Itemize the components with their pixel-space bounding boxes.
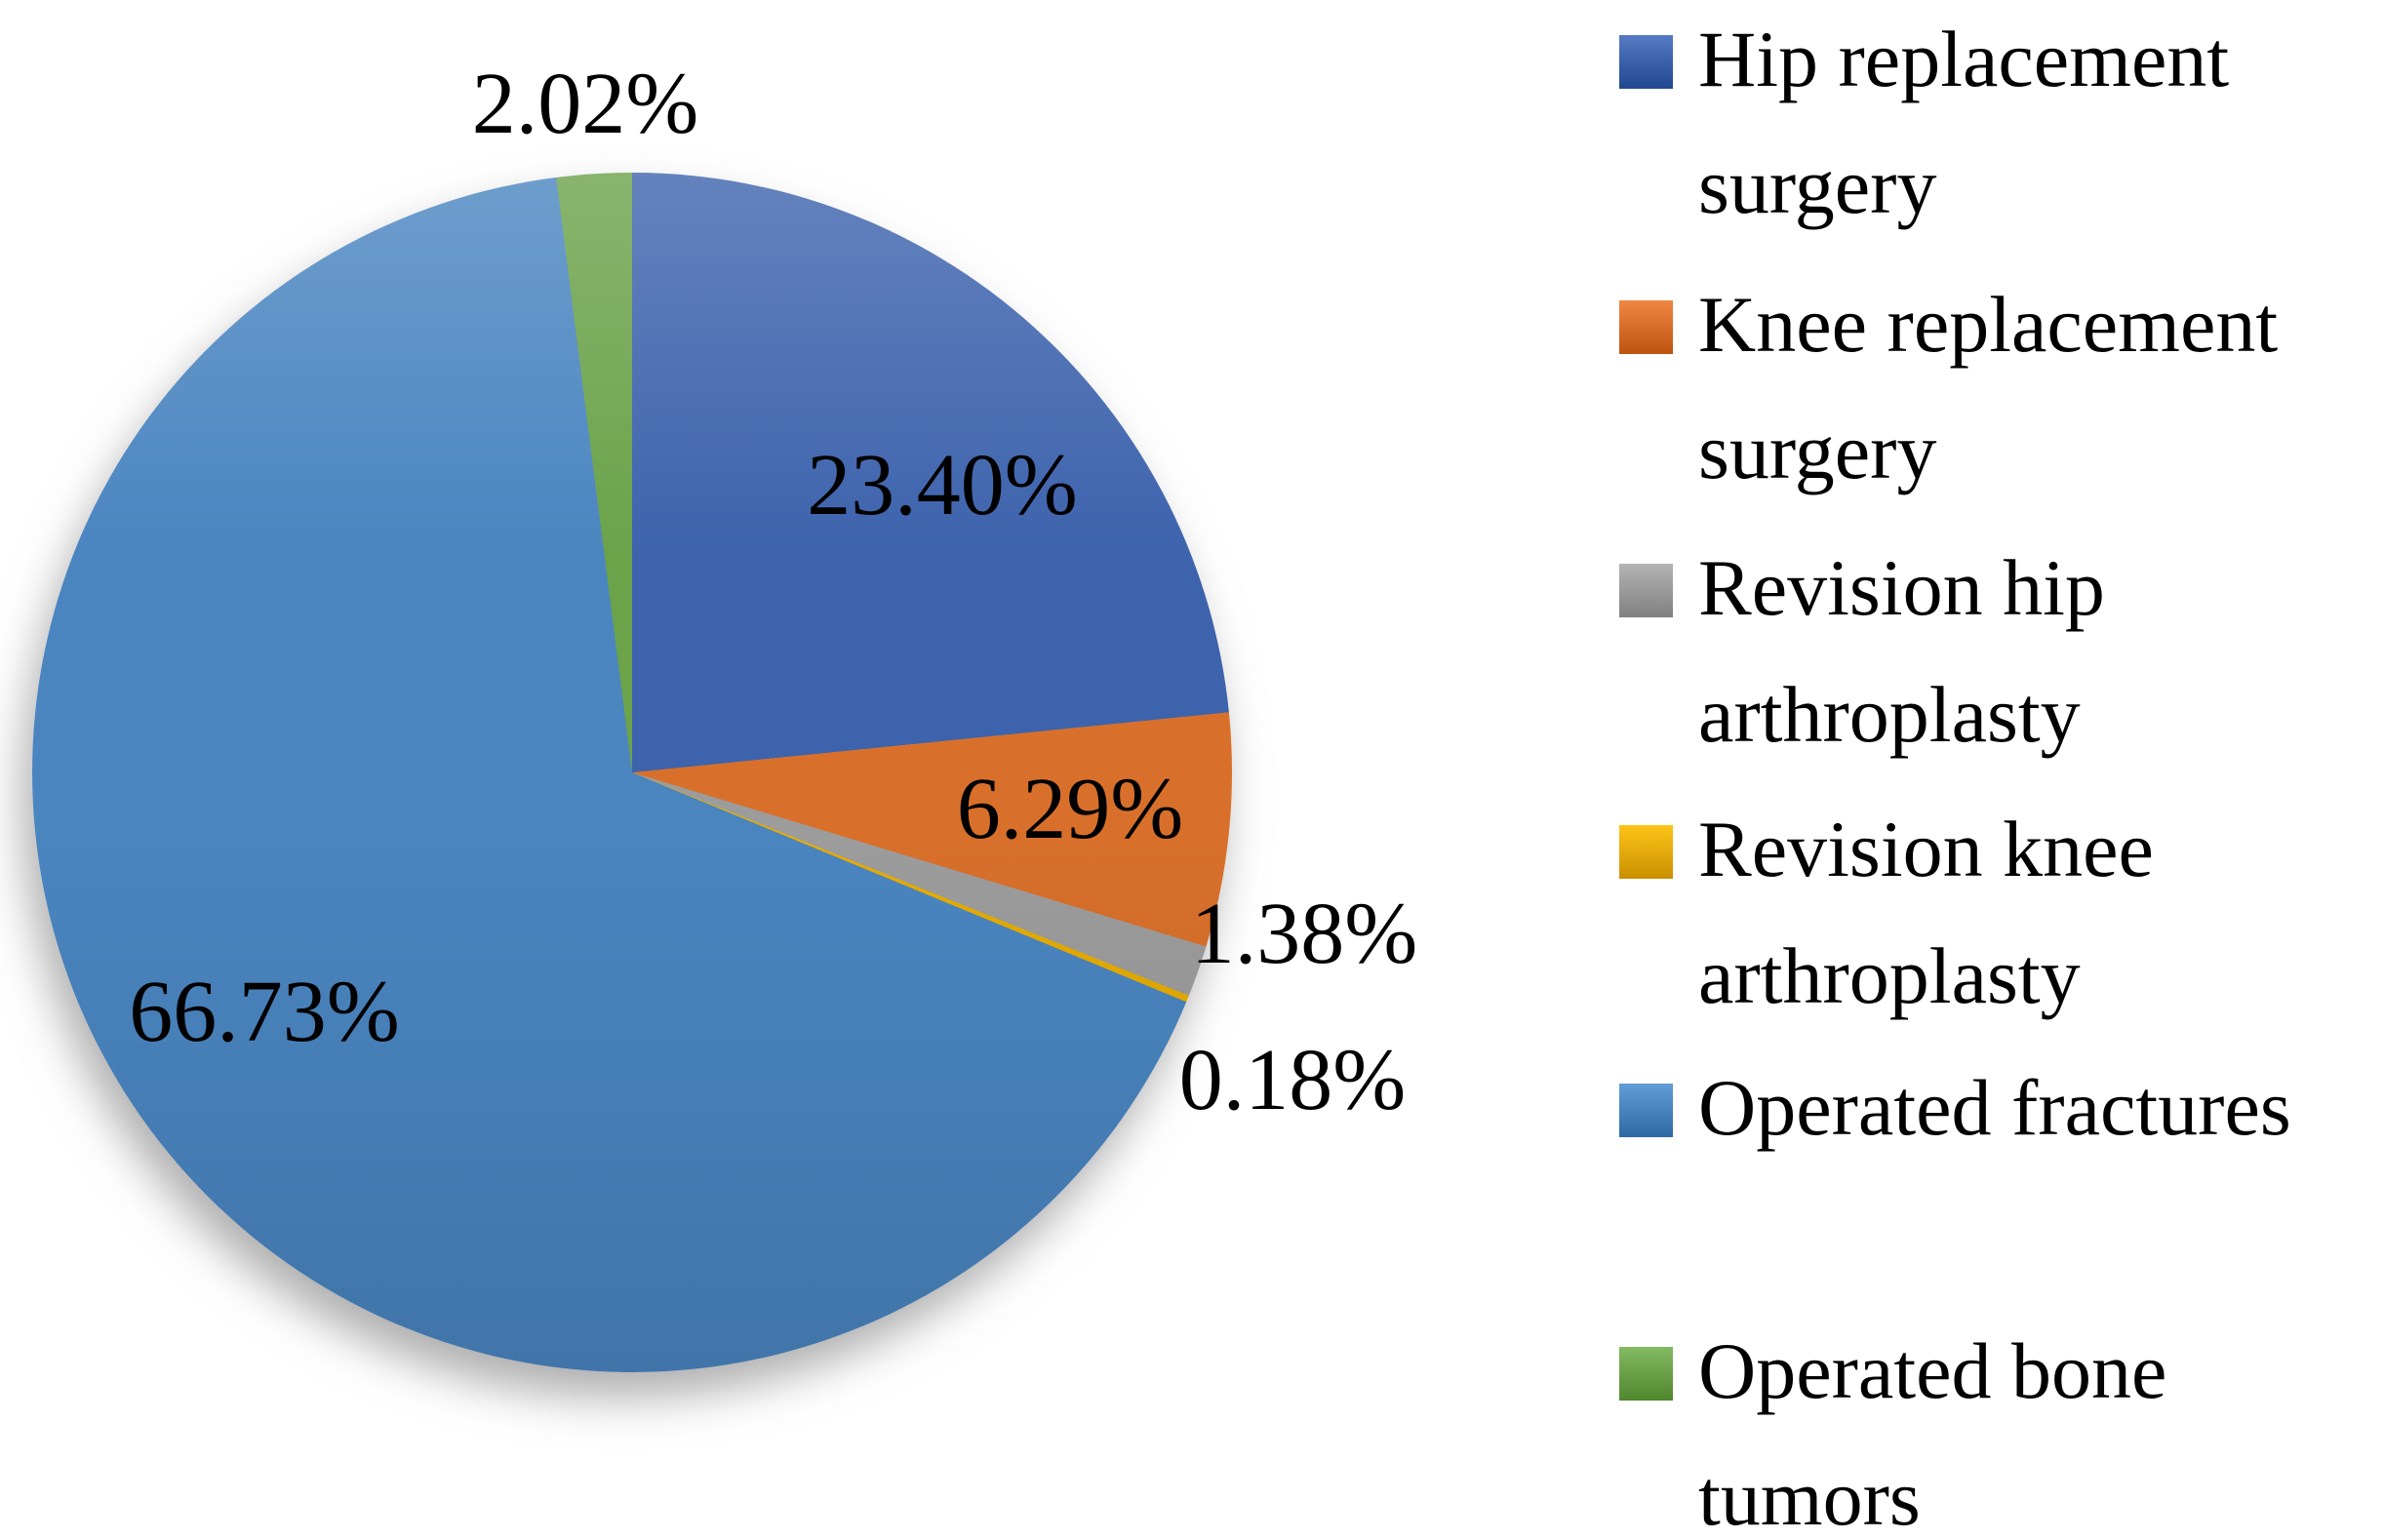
legend-label: Revision hip arthroplasty: [1698, 543, 2105, 759]
slice-label-revision-knee-arthroplasty: 0.18%: [1178, 1032, 1407, 1128]
legend-label: Operated fractures: [1698, 1063, 2291, 1152]
pie-chart: [32, 173, 1232, 1372]
legend-swatch-operated-fractures: [1619, 1084, 1673, 1137]
legend-item-operated-fractures: Operated fractures: [1619, 1045, 2362, 1171]
slice-label-revision-hip-arthroplasty: 1.38%: [1190, 886, 1418, 982]
legend-swatch-operated-bone-tumors: [1619, 1347, 1673, 1401]
legend-item-hip-replacement-surgery: Hip replacement surgery: [1619, 0, 2362, 250]
legend-swatch-revision-knee-arthroplasty: [1619, 825, 1673, 879]
legend-swatch-hip-replacement-surgery: [1619, 35, 1673, 89]
legend-swatch-revision-hip-arthroplasty: [1619, 564, 1673, 617]
legend-item-revision-knee-arthroplasty: Revision knee arthroplasty: [1619, 786, 2362, 1040]
legend-label: Hip replacement surgery: [1698, 15, 2230, 230]
legend-item-revision-hip-arthroplasty: Revision hip arthroplasty: [1619, 525, 2362, 778]
legend-label: Operated bone tumors: [1698, 1326, 2167, 1540]
legend-label: Knee replacement surgery: [1698, 280, 2279, 495]
legend-item-knee-replacement-surgery: Knee replacement surgery: [1619, 261, 2362, 515]
slice-label-operated-bone-tumors: 2.02%: [471, 56, 699, 152]
legend-item-operated-bone-tumors: Operated bone tumors: [1619, 1308, 2362, 1540]
slice-label-knee-replacement-surgery: 6.29%: [956, 761, 1184, 857]
legend-label: Revision knee arthroplasty: [1698, 805, 2154, 1020]
legend: Hip replacement surgery Knee replacement…: [1619, 0, 2384, 1540]
legend-swatch-knee-replacement-surgery: [1619, 300, 1673, 354]
slice-label-operated-fractures: 66.73%: [129, 964, 400, 1060]
slice-label-hip-replacement-surgery: 23.40%: [807, 437, 1078, 533]
pie-gradient-overlay: [32, 173, 1232, 1372]
